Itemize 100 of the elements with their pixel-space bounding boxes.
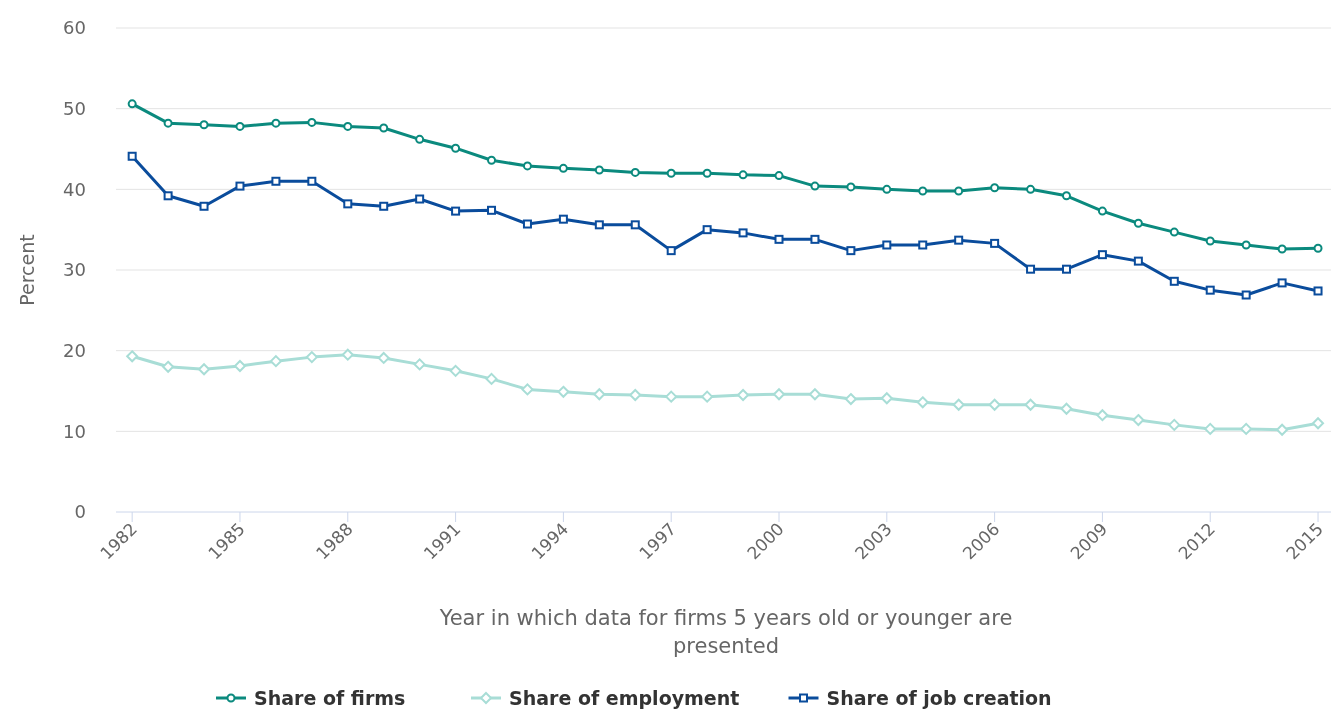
point [882,240,892,250]
point [1133,218,1143,228]
point [1060,402,1073,415]
point [269,355,282,368]
point [343,199,353,209]
point [774,171,784,181]
point [1061,264,1071,274]
point [773,388,785,401]
point [1277,278,1287,288]
y-tick-label: 0 [74,501,86,523]
point [1133,256,1143,266]
point [485,372,498,385]
point [593,388,606,401]
point [882,184,892,194]
point [702,168,712,178]
point [451,143,461,153]
point [594,165,604,175]
point [558,163,568,173]
legend-label: Share of employment [509,686,740,709]
point [738,228,748,238]
point [1241,290,1251,300]
point [343,121,353,131]
point [199,201,209,211]
point [1097,206,1107,216]
legend-label: Share of firms [254,686,406,709]
point [163,118,173,128]
point [127,151,137,161]
point [594,220,604,230]
point [1276,423,1289,436]
point [738,170,748,180]
point [846,246,856,256]
point [1204,422,1217,435]
point [415,194,425,204]
point [918,240,928,250]
point [1026,264,1036,274]
point [233,359,246,372]
point [163,191,173,201]
point [666,246,676,256]
point [487,205,497,215]
y-tick-label: 20 [63,339,86,361]
point [810,234,820,244]
point [918,186,928,196]
point [1205,236,1215,246]
point [126,350,139,363]
point [810,181,820,191]
point [162,360,175,373]
point [702,225,712,235]
point [521,383,534,396]
point [451,206,461,216]
point [629,389,642,402]
point [630,167,640,177]
point [988,398,1001,411]
point [1240,422,1253,435]
point [558,214,568,224]
point [557,385,570,398]
point [307,117,317,127]
point [1132,414,1145,427]
point [127,99,137,109]
point [1312,417,1325,430]
point [844,393,857,406]
x-axis-title: Year in which data for firms 5 years old or younger are presented [438,605,1014,660]
point [307,176,317,186]
point [880,392,893,405]
point [379,123,389,133]
point [737,389,750,402]
point [199,120,209,130]
point [916,396,929,409]
point [774,234,784,244]
point [1169,227,1179,237]
legend-label: Share of job creation [826,686,1052,709]
point [377,351,390,364]
point [1313,286,1323,296]
point [449,364,462,377]
point [1096,409,1109,422]
point [1168,418,1181,431]
point [1024,398,1037,411]
point [1241,240,1251,250]
point [665,390,678,403]
point [808,388,821,401]
point [1097,250,1107,260]
point [1169,276,1179,286]
point [235,121,245,131]
point [341,348,354,361]
point [954,186,964,196]
point [235,181,245,191]
point [630,220,640,230]
point [846,182,856,192]
y-tick-label: 10 [63,420,86,442]
point [1026,184,1036,194]
point [1205,285,1215,295]
y-tick-label: 60 [63,17,86,39]
point [954,235,964,245]
point [198,363,211,376]
point [1061,191,1071,201]
point [1277,244,1287,254]
point [952,398,965,411]
point [1313,243,1323,253]
point [415,134,425,144]
point [487,155,497,165]
y-tick-label: 50 [63,97,86,119]
